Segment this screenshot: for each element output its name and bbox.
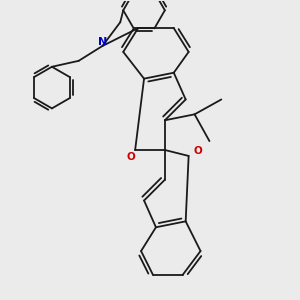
Text: N: N [98,37,107,46]
Text: O: O [193,146,202,157]
Text: O: O [126,152,135,162]
